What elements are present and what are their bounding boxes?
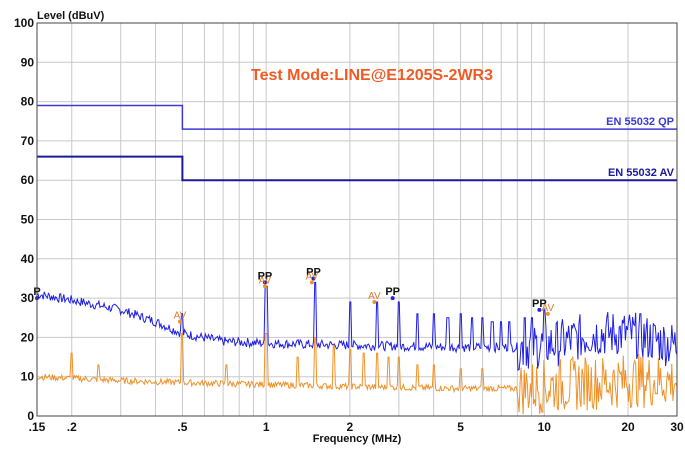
marker-label-pp: PP <box>258 270 273 282</box>
peak-trace <box>36 281 678 371</box>
chart-title: Test Mode:LINE@E1205S-2WR3 <box>251 67 493 84</box>
y-tick-label: 100 <box>14 16 34 30</box>
marker-label-av: AV <box>259 275 272 286</box>
x-tick-label: 2 <box>347 420 354 434</box>
y-tick-label: 20 <box>21 330 35 344</box>
x-tick-label: .15 <box>29 420 46 434</box>
marker-point <box>537 307 542 312</box>
marker-point <box>372 300 377 305</box>
limit-label: EN 55032 AV <box>608 167 675 179</box>
x-axis-label: Frequency (MHz) <box>313 433 402 445</box>
x-tick-label: .5 <box>177 420 187 434</box>
x-tick-label: 20 <box>621 420 635 434</box>
marker-point <box>262 284 267 289</box>
marker-label-pp: PP <box>306 266 321 278</box>
x-tick-label: 30 <box>670 420 684 434</box>
y-tick-label: 60 <box>21 173 35 187</box>
marker-point <box>545 311 550 316</box>
marker-label-pp: PP <box>385 286 400 298</box>
y-tick-label: 40 <box>21 252 35 266</box>
marker-label-av: AV <box>368 291 381 302</box>
y-tick-label: 50 <box>21 213 35 227</box>
limit-lines: EN 55032 QP EN 55032 AV <box>37 104 677 182</box>
y-axis-label: Level (dBuV) <box>37 10 105 22</box>
y-tick-label: 70 <box>21 134 35 148</box>
x-tick-label: 10 <box>538 420 552 434</box>
marker-point <box>309 280 314 285</box>
plot-frame <box>36 22 678 417</box>
marker-point <box>390 296 395 301</box>
traces <box>36 281 678 415</box>
marker-label-av: AV <box>174 311 187 322</box>
marker-label-pp: PP <box>532 298 547 310</box>
marker-label-av: AV <box>306 271 319 282</box>
y-tick-label: 30 <box>21 291 35 305</box>
limit-label: EN 55032 QP <box>606 116 674 128</box>
y-tick-label: 80 <box>21 95 35 109</box>
marker-label-av: AV <box>542 303 555 314</box>
marker-point <box>311 276 316 281</box>
y-tick-label: 90 <box>21 55 35 69</box>
limit-line <box>37 155 677 182</box>
marker-point <box>177 319 182 324</box>
y-tick-label: 0 <box>27 409 34 423</box>
marker-point <box>262 280 267 285</box>
y-tick-label: 10 <box>21 370 35 384</box>
axes: .15 .2 .5 1 2 5 10 20 30 0 10 20 30 40 50 60 70 80 90 100 <box>14 16 684 434</box>
average-trace <box>36 333 678 415</box>
x-tick-label: 5 <box>457 420 464 434</box>
x-tick-label: .2 <box>67 420 77 434</box>
x-tick-label: 1 <box>263 420 270 434</box>
limit-line <box>37 104 677 130</box>
